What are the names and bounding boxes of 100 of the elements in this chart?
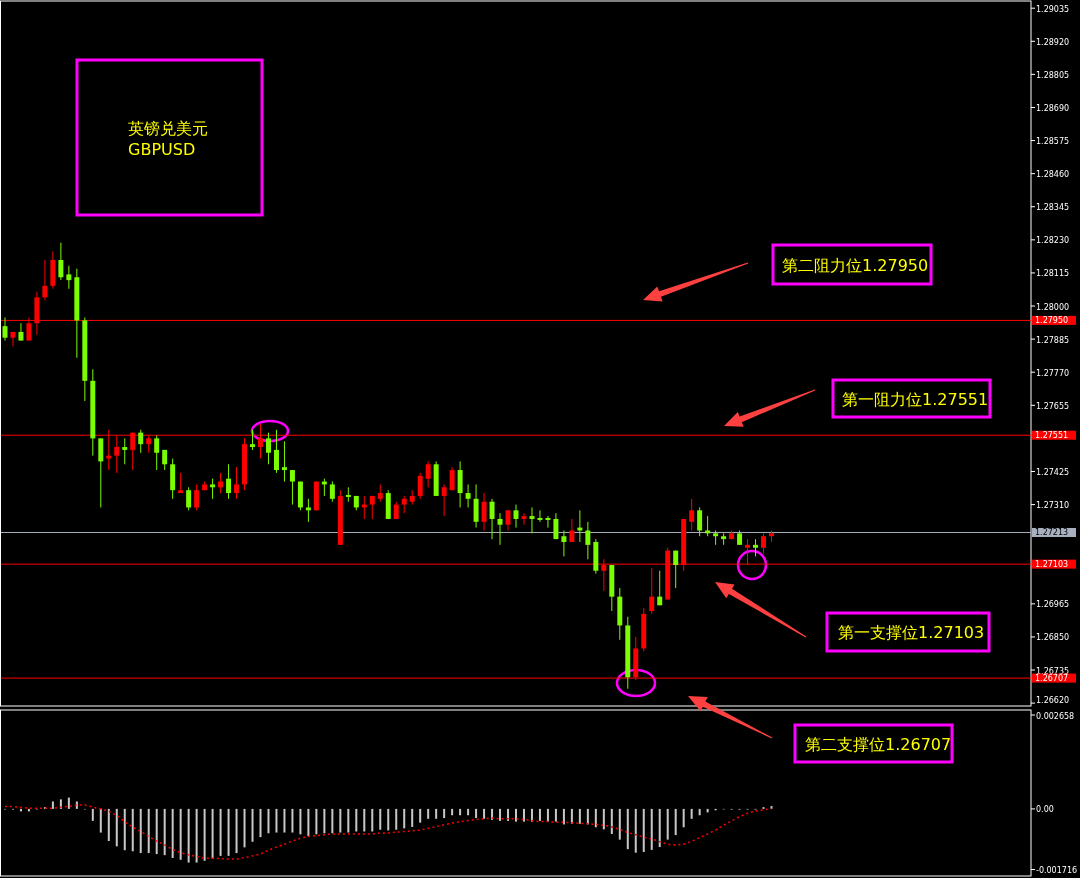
- candlestick: [441, 483, 447, 517]
- y-tick-label: 1.27425: [1036, 467, 1070, 477]
- bar: [107, 808, 110, 842]
- y-tick-label: 1.28920: [1036, 37, 1070, 47]
- y-tick-label: 1.28345: [1036, 203, 1070, 213]
- candlestick: [226, 463, 232, 500]
- bar: [578, 808, 581, 824]
- bar: [179, 808, 182, 860]
- candlestick: [481, 492, 487, 531]
- y-tick-label: 1.28000: [1036, 302, 1070, 312]
- bar: [499, 808, 502, 821]
- bar: [331, 808, 334, 834]
- bar: [570, 808, 573, 824]
- bar: [522, 808, 525, 822]
- candlestick: [473, 483, 479, 529]
- bar: [419, 808, 422, 823]
- candlestick: [529, 506, 535, 534]
- candlestick: [553, 512, 559, 540]
- candlestick: [10, 331, 16, 347]
- bar: [554, 808, 557, 822]
- annotation: 第一支撑位1.27103: [838, 623, 985, 642]
- candlestick: [657, 570, 663, 606]
- candlestick: [122, 437, 128, 465]
- candlestick: [489, 498, 495, 540]
- ref-line-label: 1.27950: [1035, 316, 1069, 326]
- candlestick: [457, 460, 463, 508]
- bar: [267, 808, 270, 834]
- bar: [642, 808, 645, 852]
- candlestick: [98, 437, 104, 508]
- candlestick: [697, 506, 703, 537]
- candlestick: [194, 483, 200, 511]
- candlestick: [569, 518, 575, 543]
- y-tick-label: 1.27310: [1036, 501, 1070, 511]
- candlestick: [585, 521, 591, 560]
- annotation: 第二支撑位1.26707: [805, 735, 952, 754]
- bar: [443, 808, 446, 819]
- bar: [91, 808, 94, 821]
- bar: [307, 808, 310, 837]
- bar: [99, 808, 102, 833]
- bar: [690, 808, 693, 819]
- candlestick: [513, 504, 519, 529]
- candlestick: [761, 532, 767, 554]
- candlestick: [265, 432, 271, 465]
- y-tick-label: 1.28115: [1036, 269, 1070, 279]
- bar: [530, 808, 533, 822]
- bar: [123, 808, 126, 851]
- y-tick-label: 1.28690: [1036, 103, 1070, 113]
- bar: [491, 808, 494, 820]
- bar: [363, 808, 366, 832]
- y-tick-label: 1.27655: [1036, 401, 1070, 411]
- bar: [323, 808, 326, 834]
- candlestick: [561, 529, 567, 557]
- y-tick-label: 1.28230: [1036, 236, 1070, 246]
- candlestick: [505, 509, 511, 531]
- candlestick: [42, 259, 48, 301]
- bar: [610, 808, 613, 834]
- bar: [666, 808, 669, 840]
- ref-line-label: 1.27551: [1035, 431, 1069, 441]
- bar: [451, 808, 454, 816]
- bar: [626, 808, 629, 850]
- bar: [283, 808, 286, 833]
- bar: [171, 808, 174, 858]
- candlestick: [210, 478, 216, 500]
- bar: [483, 808, 486, 819]
- candlestick: [689, 498, 695, 531]
- candlestick: [2, 317, 8, 342]
- bar: [459, 808, 462, 816]
- y-tick-label: 1.26620: [1036, 696, 1070, 705]
- candlestick: [497, 512, 503, 546]
- candlestick: [345, 486, 351, 503]
- y-tick-label: 1.27885: [1036, 335, 1070, 345]
- bar: [243, 808, 246, 848]
- candlestick: [58, 242, 64, 281]
- candlestick: [138, 429, 144, 454]
- bar: [203, 808, 206, 861]
- bar: [219, 808, 222, 856]
- bar: [347, 808, 350, 833]
- candlestick: [537, 509, 543, 523]
- candlestick: [425, 460, 431, 488]
- bar: [658, 808, 661, 848]
- bar: [379, 808, 382, 830]
- annotation: 第一阻力位1.27551: [842, 390, 989, 409]
- y-tick-label: 0.002658: [1036, 711, 1075, 721]
- bar: [211, 808, 214, 859]
- bar: [315, 808, 318, 835]
- bar: [682, 808, 685, 828]
- bar: [299, 808, 302, 835]
- annotation: 第二阻力位1.27950: [782, 256, 929, 275]
- y-tick-label: 1.28575: [1036, 137, 1070, 147]
- bar: [115, 808, 118, 847]
- bar: [562, 808, 565, 825]
- y-tick-label: 1.27770: [1036, 368, 1070, 378]
- bar: [259, 808, 262, 838]
- bar: [698, 808, 701, 816]
- bar: [291, 808, 294, 833]
- candlestick: [649, 567, 655, 615]
- bar: [403, 808, 406, 829]
- bar: [650, 808, 653, 850]
- bar: [155, 808, 158, 855]
- bar: [586, 808, 589, 825]
